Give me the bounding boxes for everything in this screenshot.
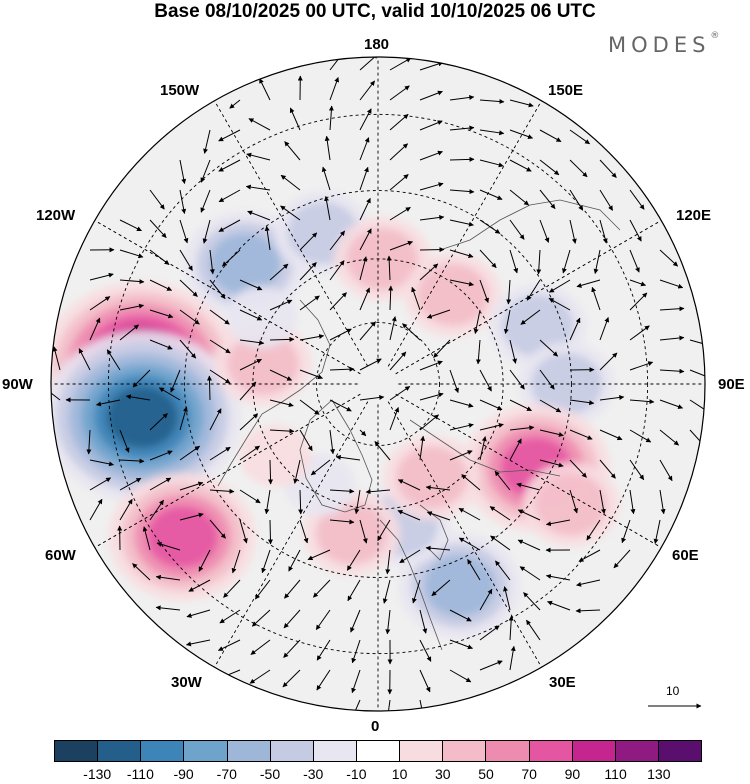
colorbar-swatch-4 [228, 741, 271, 761]
colorbar-swatch-7 [357, 741, 400, 761]
colorbar-swatch-5 [271, 741, 314, 761]
anomaly-ring-18-0 [226, 286, 297, 348]
colorbar-tick-label: -30 [303, 766, 323, 782]
anomaly-ring-2-3 [147, 506, 218, 568]
anomaly-ring-11-2 [424, 555, 495, 617]
colorbar-tick-label: -50 [260, 766, 280, 782]
wind-vector-88 [420, 249, 444, 250]
anomaly-ring-3-2 [209, 233, 280, 295]
colorbar-tick-label: 130 [647, 766, 670, 782]
colorbar-swatch-2 [141, 741, 184, 761]
wind-vector-229 [270, 460, 271, 484]
colorbar-tick-label: -10 [346, 766, 366, 782]
colorbar-tick-label: -90 [173, 766, 193, 782]
colorbar-swatch-1 [98, 741, 141, 761]
lon-label-60e: 60E [672, 547, 699, 564]
colorbar-ticks: -130 -110 -90 -70 -50 -30 -10 10 30 50 70 90 110 130 [54, 766, 702, 784]
wind-vector-269 [270, 520, 271, 544]
colorbar-tick-label: 50 [478, 766, 494, 782]
anomaly-ring-16-0 [240, 425, 311, 487]
lon-label-30w: 30W [171, 674, 202, 691]
colorbar-swatch-10 [486, 741, 529, 761]
lon-label-90w: 90W [2, 376, 33, 393]
colorbar-tick-label: -70 [217, 766, 237, 782]
colorbar-swatch-12 [573, 741, 616, 761]
lon-label-90e: 90E [718, 376, 745, 393]
lon-label-30e: 30E [549, 674, 576, 691]
colorbar-swatch-0 [55, 741, 98, 761]
colorbar-tick-label: 110 [604, 766, 626, 782]
lon-label-150w: 150W [160, 82, 199, 99]
colorbar-tick-label: 10 [392, 766, 408, 782]
colorbar-swatch-9 [443, 741, 486, 761]
reference-vector-label: 10 [666, 684, 679, 698]
colorbar-tick-label: -110 [127, 766, 154, 782]
colorbar-tick-label: 30 [435, 766, 451, 782]
colorbar-swatch-6 [314, 741, 357, 761]
anomaly-ring-1-5 [107, 386, 178, 448]
colorbar-tick-label: 90 [565, 766, 581, 782]
anomaly-ring-5-1 [347, 228, 418, 290]
colorbar-tick-label: 70 [521, 766, 537, 782]
lon-label-150e: 150E [548, 82, 583, 99]
colorbar-tick-label: -130 [83, 766, 111, 782]
anomaly-ring-17-1 [396, 446, 467, 508]
colorbar [54, 740, 702, 762]
colorbar-swatch-13 [616, 741, 659, 761]
lon-label-60w: 60W [45, 547, 76, 564]
lon-label-120w: 120W [36, 207, 75, 224]
colorbar-swatch-14 [659, 741, 701, 761]
colorbar-swatch-11 [530, 741, 573, 761]
lon-label-120e: 120E [676, 207, 711, 224]
colorbar-swatch-8 [400, 741, 443, 761]
lon-label-180: 180 [364, 36, 389, 53]
colorbar-swatch-3 [184, 741, 227, 761]
wind-vector-185 [209, 376, 210, 400]
lon-label-0: 0 [371, 718, 379, 735]
